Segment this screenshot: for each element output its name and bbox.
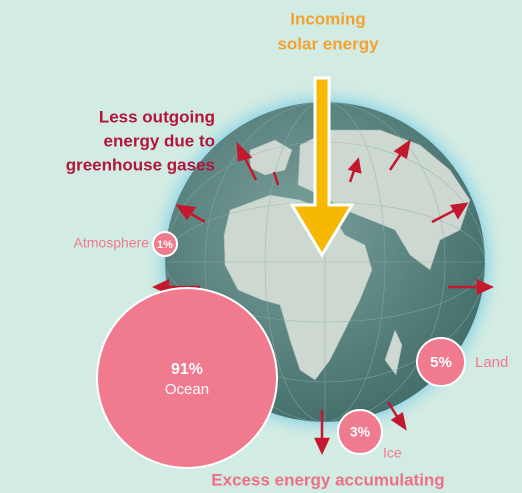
incoming-label: Incoming (290, 9, 366, 28)
outgoing-label: Less outgoing (99, 107, 215, 126)
ice-circle (337, 409, 383, 455)
outgoing-label: energy due to (104, 131, 215, 150)
outgoing-label: greenhouse gases (66, 155, 215, 174)
share-percent: 3% (350, 424, 371, 440)
share-percent: 91% (171, 361, 203, 378)
land-circle (416, 337, 466, 387)
share-label: Ocean (165, 381, 209, 398)
share-label: Land (475, 354, 508, 371)
continents (223, 129, 471, 381)
share-percent: 1% (157, 239, 173, 251)
footer: Excess energy accumulating (211, 470, 444, 489)
share-label: Atmosphere (74, 235, 150, 251)
share-percent: 5% (430, 354, 452, 371)
incoming-arrow (289, 76, 355, 258)
ocean-circle (96, 287, 278, 469)
incoming-label: solar energy (277, 34, 379, 53)
share-label: Ice (383, 445, 402, 461)
atmosphere-circle (152, 231, 178, 257)
